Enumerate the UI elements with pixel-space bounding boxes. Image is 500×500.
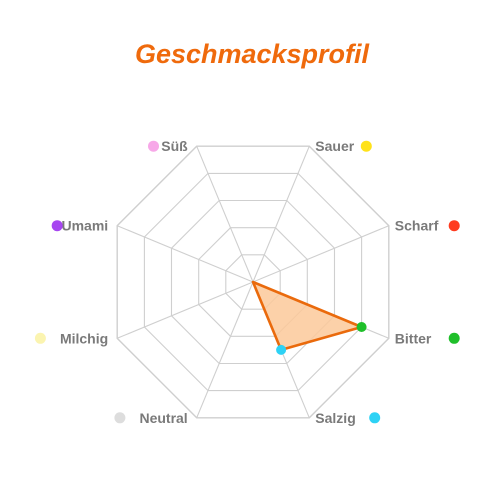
axis-color-dot-scharf (448, 220, 460, 232)
axis-label-text-süß: Süß (161, 138, 188, 154)
radar-grid (116, 145, 390, 419)
axis-color-dot-milchig (34, 332, 46, 344)
axis-label-bitter: Bitter (395, 330, 460, 346)
series-area (251, 280, 363, 352)
radar-series (251, 280, 367, 355)
chart-title: Geschmacksprofil (135, 39, 370, 69)
axis-label-text-umami: Umami (62, 218, 109, 234)
axis-label-text-salzig: Salzig (315, 410, 355, 426)
axis-label-text-bitter: Bitter (395, 330, 432, 346)
axis-color-dot-umami (51, 220, 63, 232)
axis-color-dot-bitter (448, 332, 460, 344)
axis-color-dot-neutral (114, 412, 126, 424)
axis-label-text-sauer: Sauer (315, 138, 354, 154)
axis-label-neutral: Neutral (114, 410, 188, 426)
spoke-umami (116, 225, 254, 283)
spoke-süß (196, 145, 254, 283)
axis-label-scharf: Scharf (395, 218, 460, 234)
axis-label-süß: Süß (148, 138, 188, 154)
axis-label-salzig: Salzig (315, 410, 381, 426)
axis-label-text-milchig: Milchig (60, 330, 108, 346)
axis-label-umami: Umami (51, 218, 109, 234)
spoke-scharf (252, 225, 390, 283)
axis-label-sauer: Sauer (315, 138, 372, 154)
data-point-salzig (276, 344, 287, 355)
data-point-bitter (356, 322, 367, 332)
spoke-neutral (196, 281, 254, 419)
axis-color-dot-süß (148, 140, 159, 152)
axis-label-text-scharf: Scharf (395, 218, 439, 234)
axis-label-milchig: Milchig (34, 330, 108, 346)
axis-label-text-neutral: Neutral (139, 410, 187, 426)
axis-color-dot-salzig (369, 412, 381, 424)
radar-axis-labels: Süß Sauer Scharf Bitter Salzig Neutral Milchig… (34, 138, 460, 426)
axis-color-dot-sauer (360, 140, 372, 152)
spoke-milchig (116, 281, 254, 339)
spoke-sauer (252, 145, 310, 283)
